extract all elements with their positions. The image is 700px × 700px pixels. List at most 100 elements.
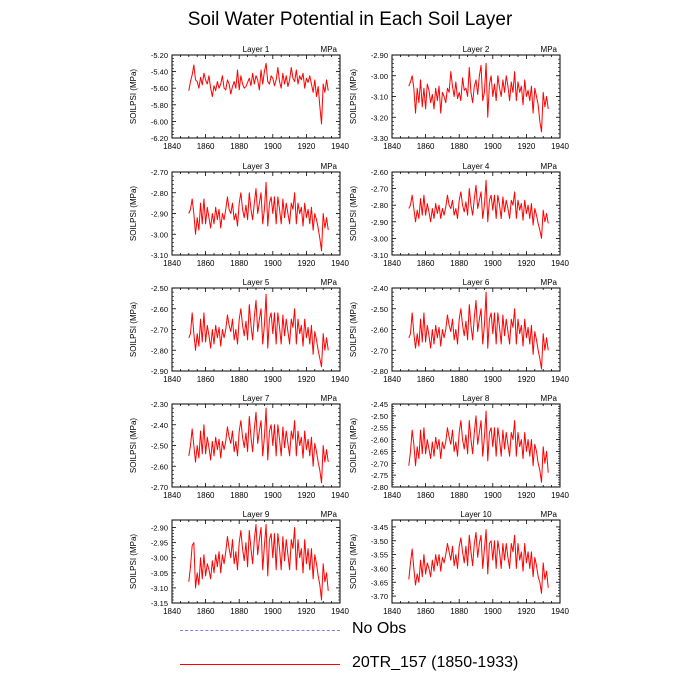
y-tick-label: -3.05 [151, 569, 168, 578]
series-line-20tr-157 [188, 181, 329, 252]
x-tick-label: 1920 [518, 259, 536, 268]
y-axis-label: SOILPSI (MPa) [129, 186, 138, 241]
y-tick-label: -3.10 [371, 93, 388, 102]
panel-title: Layer 6 [463, 278, 490, 287]
panel-layer-3: Layer 3 MPa SOILPSI (MPa) 1840 1860 1880 1900 1… [129, 162, 349, 268]
y-tick-label: -2.60 [151, 462, 168, 471]
x-tick-label: 1940 [551, 142, 569, 151]
x-tick-label: 1900 [264, 375, 282, 384]
y-tick-label: -3.70 [371, 592, 388, 601]
x-tick-label: 1940 [551, 375, 569, 384]
x-tick-label: 1920 [298, 142, 316, 151]
y-tick-label: -3.10 [151, 251, 168, 260]
x-tick-label: 1840 [383, 607, 401, 616]
y-tick-label: -2.65 [371, 447, 388, 456]
y-tick-label: -3.10 [151, 584, 168, 593]
x-tick-label: 1940 [551, 259, 569, 268]
y-tick-label: -5.40 [151, 68, 168, 77]
x-tick-label: 1840 [383, 375, 401, 384]
x-tick-label: 1900 [264, 491, 282, 500]
panel-layer-2: Layer 2 MPa SOILPSI (MPa) 1840 1860 1880 1900 1… [349, 45, 569, 151]
panel-title: Layer 10 [460, 510, 492, 519]
x-tick-label: 1900 [264, 259, 282, 268]
y-axis-label: SOILPSI (MPa) [129, 418, 138, 473]
series-line-20tr-157 [408, 291, 549, 370]
x-tick-label: 1860 [417, 142, 435, 151]
x-tick-label: 1860 [417, 607, 435, 616]
series-line-20tr-157 [188, 524, 329, 601]
y-tick-label: -3.45 [371, 523, 388, 532]
y-tick-label: -3.00 [371, 72, 388, 81]
panel-title: Layer 3 [243, 162, 270, 171]
x-tick-label: 1840 [163, 142, 181, 151]
x-tick-label: 1840 [163, 491, 181, 500]
units-label: MPa [321, 394, 338, 403]
y-tick-label: -2.60 [151, 305, 168, 314]
y-tick-label: -5.20 [151, 51, 168, 60]
y-tick-label: -2.55 [371, 424, 388, 433]
x-tick-label: 1940 [331, 375, 349, 384]
y-tick-label: -2.70 [371, 346, 388, 355]
x-tick-label: 1860 [197, 375, 215, 384]
y-tick-label: -2.50 [371, 412, 388, 421]
plot-frame [391, 54, 561, 139]
y-tick-label: -2.30 [151, 400, 168, 409]
panel-title: Layer 8 [463, 394, 490, 403]
x-tick-label: 1840 [383, 491, 401, 500]
x-tick-label: 1860 [197, 142, 215, 151]
y-tick-label: -2.60 [371, 436, 388, 445]
x-tick-label: 1860 [197, 491, 215, 500]
panel-layer-5: Layer 5 MPa SOILPSI (MPa) 1840 1860 1880 1900 1… [129, 278, 349, 384]
panel-layer-4: Layer 4 MPa SOILPSI (MPa) 1840 1860 1880 1900 1… [349, 162, 569, 268]
units-label: MPa [321, 45, 338, 54]
x-tick-label: 1920 [518, 491, 536, 500]
x-tick-label: 1900 [484, 259, 502, 268]
y-tick-label: -2.50 [151, 284, 168, 293]
y-tick-label: -2.40 [371, 284, 388, 293]
y-axis-label: SOILPSI (MPa) [129, 534, 138, 589]
y-tick-label: -2.80 [151, 189, 168, 198]
x-tick-label: 1920 [518, 375, 536, 384]
y-tick-label: -5.60 [151, 84, 168, 93]
x-tick-label: 1940 [551, 607, 569, 616]
y-tick-label: -2.40 [151, 421, 168, 430]
x-tick-label: 1880 [230, 491, 248, 500]
y-tick-label: -3.20 [371, 113, 388, 122]
x-tick-label: 1900 [484, 607, 502, 616]
y-tick-label: -3.55 [371, 551, 388, 560]
y-tick-label: -6.00 [151, 117, 168, 126]
x-tick-label: 1860 [417, 259, 435, 268]
y-tick-label: -2.90 [371, 218, 388, 227]
series-line-20tr-157 [408, 529, 549, 594]
figure-title: Soil Water Potential in Each Soil Layer [187, 9, 513, 30]
y-tick-label: -2.80 [151, 346, 168, 355]
x-tick-label: 1920 [298, 491, 316, 500]
y-tick-label: -2.95 [151, 539, 168, 548]
x-tick-label: 1840 [163, 259, 181, 268]
x-tick-label: 1840 [383, 142, 401, 151]
x-tick-label: 1920 [298, 607, 316, 616]
units-label: MPa [541, 278, 558, 287]
y-axis-label: SOILPSI (MPa) [349, 186, 358, 241]
y-tick-label: -2.90 [151, 210, 168, 219]
y-tick-label: -2.70 [371, 459, 388, 468]
panel-title: Layer 1 [243, 45, 270, 54]
x-tick-label: 1880 [230, 607, 248, 616]
y-tick-label: -2.70 [151, 326, 168, 335]
y-tick-label: -2.50 [371, 305, 388, 314]
y-tick-label: -2.90 [151, 524, 168, 533]
x-tick-label: 1880 [230, 142, 248, 151]
y-tick-label: -3.10 [371, 251, 388, 260]
legend-swatch-model [180, 664, 340, 665]
x-tick-label: 1940 [331, 142, 349, 151]
legend-label-no-obs: No Obs [352, 620, 407, 637]
x-tick-label: 1940 [551, 491, 569, 500]
x-tick-label: 1880 [450, 259, 468, 268]
x-tick-label: 1940 [331, 259, 349, 268]
x-tick-label: 1900 [484, 375, 502, 384]
y-tick-label: -2.90 [151, 367, 168, 376]
panel-layer-1: Layer 1 MPa SOILPSI (MPa) 1840 1860 1880 1900 1… [129, 45, 349, 151]
y-tick-label: -2.50 [151, 442, 168, 451]
x-tick-label: 1840 [383, 259, 401, 268]
